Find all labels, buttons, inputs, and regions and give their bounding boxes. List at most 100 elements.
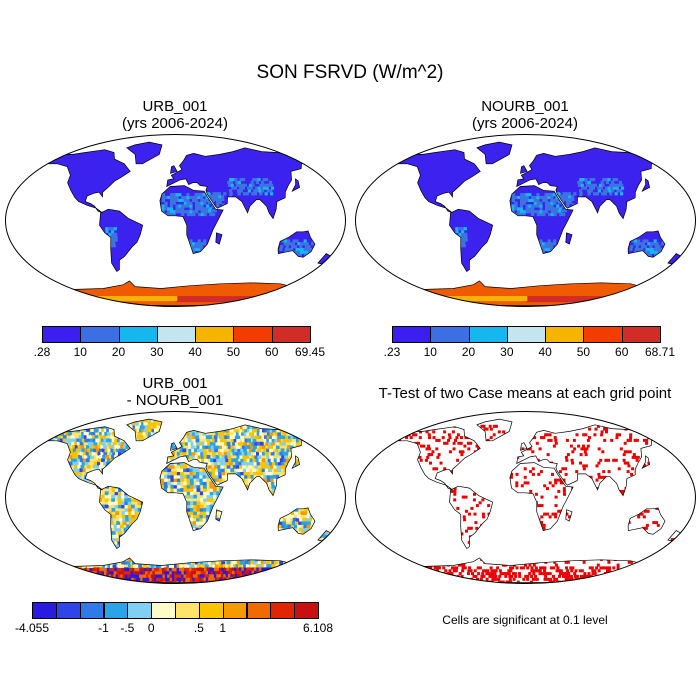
grid-cell — [242, 498, 247, 502]
grid-cell — [138, 544, 143, 549]
grid-cell — [243, 521, 248, 525]
grid-cell — [65, 498, 69, 502]
grid-cell — [210, 209, 215, 213]
grid-cell — [212, 474, 216, 479]
grid-cell — [83, 517, 88, 522]
grid-cell — [213, 567, 218, 572]
grid-cell — [261, 567, 266, 572]
grid-cell — [199, 478, 204, 482]
grid-cell — [257, 577, 262, 582]
grid-cell — [195, 534, 199, 539]
grid-cell — [121, 448, 126, 453]
grid-cell — [304, 458, 308, 463]
grid-cell — [614, 183, 618, 187]
grid-cell — [226, 451, 231, 456]
grid-cell — [61, 547, 66, 552]
grid-cell — [193, 514, 197, 519]
grid-cell — [71, 498, 76, 502]
grid-cell — [68, 491, 73, 496]
grid-cell — [243, 524, 248, 529]
grid-cell — [286, 448, 291, 453]
grid-cell — [152, 531, 156, 535]
grid-cell — [281, 524, 286, 529]
grid-cell — [20, 505, 24, 509]
significant-cell — [403, 430, 407, 434]
grid-cell — [291, 458, 296, 463]
grid-cell — [150, 547, 155, 552]
grid-cell — [38, 448, 42, 452]
grid-cell — [244, 550, 249, 555]
grid-cell — [188, 570, 193, 575]
grid-cell — [202, 580, 207, 583]
grid-cell — [271, 488, 276, 492]
grid-cell — [565, 195, 569, 199]
grid-cell — [174, 577, 178, 582]
grid-cell — [239, 507, 243, 512]
grid-cell — [220, 438, 224, 443]
grid-cell — [215, 192, 219, 196]
grid-cell — [517, 212, 521, 217]
grid-cell — [62, 435, 67, 439]
grid-cell — [189, 296, 194, 303]
grid-cell — [278, 421, 282, 426]
grid-cell — [318, 494, 322, 499]
grid-cell — [471, 296, 476, 302]
grid-cell — [175, 210, 179, 214]
grid-cell — [202, 547, 207, 552]
grid-cell — [157, 421, 162, 426]
grid-cell — [265, 504, 270, 509]
grid-cell — [197, 201, 201, 205]
significant-cell — [370, 510, 373, 513]
grid-cell — [176, 544, 181, 549]
grid-cell — [197, 195, 201, 200]
grid-cell — [275, 296, 280, 303]
grid-cell — [227, 180, 231, 184]
grid-cell — [501, 296, 506, 302]
grid-cell — [224, 206, 228, 210]
grid-cell — [84, 567, 89, 572]
grid-cell — [333, 481, 337, 485]
grid-cell — [299, 534, 303, 539]
grid-cell — [80, 537, 85, 542]
grid-cell — [251, 428, 256, 433]
significant-cell — [405, 492, 409, 496]
grid-cell — [280, 481, 285, 486]
grid-cell — [262, 524, 267, 529]
grid-cell — [511, 204, 515, 208]
grid-cell — [161, 425, 166, 430]
grid-cell — [571, 197, 575, 201]
grid-cell — [319, 544, 324, 549]
grid-cell — [64, 547, 69, 552]
grid-cell — [247, 534, 251, 539]
grid-cell — [246, 428, 251, 433]
grid-cell — [23, 518, 27, 522]
grid-cell — [138, 521, 143, 525]
grid-cell — [311, 534, 316, 539]
grid-cell — [255, 458, 260, 463]
grid-cell — [86, 550, 91, 555]
grid-cell — [254, 428, 259, 433]
grid-cell — [255, 488, 260, 492]
significant-cell — [424, 518, 428, 522]
grid-cell — [206, 455, 211, 459]
grid-cell — [52, 501, 56, 506]
grid-cell — [337, 488, 341, 492]
grid-cell — [154, 517, 159, 522]
grid-cell — [304, 540, 309, 545]
grid-cell — [45, 498, 50, 502]
grid-cell — [229, 484, 233, 489]
grid-cell — [638, 253, 642, 257]
grid-cell — [157, 574, 162, 578]
significant-cell — [375, 470, 378, 473]
grid-cell — [195, 468, 200, 472]
grid-cell — [223, 531, 228, 535]
grid-cell — [160, 478, 165, 482]
significant-cell — [379, 473, 382, 476]
grid-cell — [174, 438, 178, 443]
grid-cell — [292, 517, 297, 522]
grid-cell — [577, 203, 581, 207]
grid-cell — [536, 204, 540, 208]
coastline-eurasia — [166, 147, 315, 220]
grid-cell — [246, 468, 250, 472]
grid-cell — [254, 514, 259, 519]
